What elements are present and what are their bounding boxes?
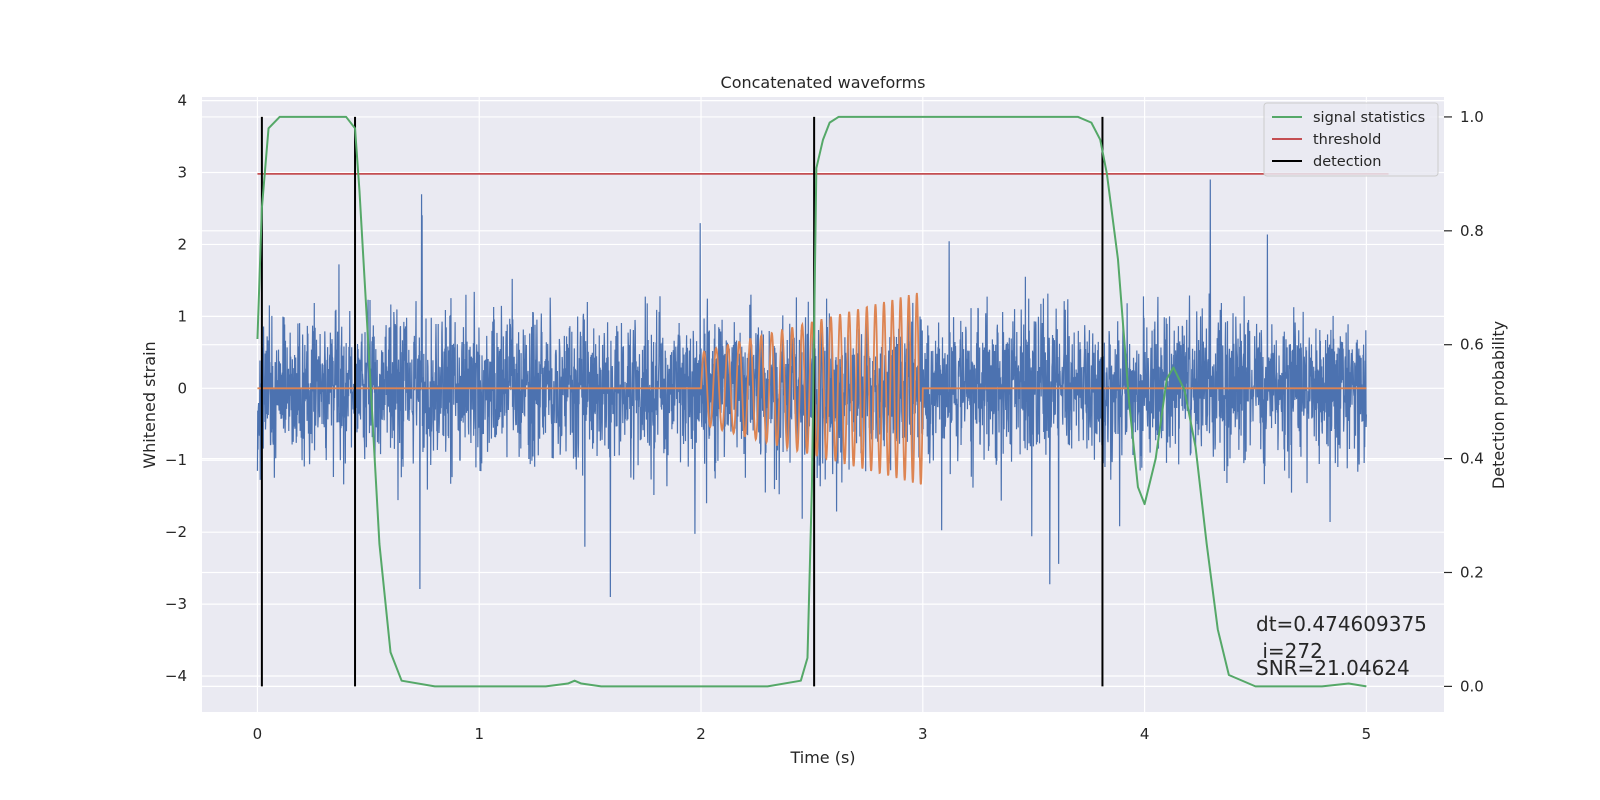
y-tick-label: −4 (165, 667, 187, 685)
y2-tick-label: 0.2 (1460, 563, 1484, 581)
x-tick-label: 5 (1362, 725, 1372, 743)
injection-series-line (257, 292, 1367, 485)
y2-tick-label: 0.8 (1460, 222, 1484, 240)
x-tick-label: 2 (696, 725, 706, 743)
legend-box (1263, 102, 1439, 177)
tick-labels: 0 1 2 3 4 5 4 3 2 1 0 −1 −2 −3 −4 1.0 0.8 0.6 0.4 0.2 0.0 (165, 92, 1484, 743)
y2-tick-label: 0.4 (1460, 450, 1484, 468)
y2-tick-label: 0.0 (1460, 677, 1484, 695)
legend-label-threshold: threshold (1313, 132, 1381, 148)
series-layer (256, 115, 1389, 688)
y-tick-label: 1 (177, 307, 187, 325)
annotation-snr: SNR=21.04624 (1256, 656, 1410, 680)
x-tick-label: 0 (253, 725, 263, 743)
y-axis-label: Whitened strain (140, 341, 159, 468)
x-axis-label: Time (s) (789, 748, 855, 767)
annotation-dt: dt=0.474609375 (1256, 612, 1427, 636)
x-tick-label: 4 (1140, 725, 1150, 743)
signal-statistics-line (256, 115, 1367, 688)
x-tick-label: 1 (474, 725, 484, 743)
y-tick-label: 0 (177, 379, 187, 397)
y-tick-label: 3 (177, 164, 187, 182)
annotation-i: i=272 (1256, 639, 1323, 663)
legend-label-detection: detection (1313, 154, 1381, 170)
legend-label-signal-statistics: signal statistics (1313, 110, 1425, 126)
y-tick-label: −1 (165, 451, 187, 469)
y-tick-label: 4 (177, 92, 187, 110)
strain-series-line (256, 179, 1367, 598)
x-tick-label: 3 (918, 725, 928, 743)
y-tick-label: 2 (177, 235, 187, 253)
legend: signal statistics threshold detection (1263, 102, 1439, 177)
y2-axis-label: Detection probability (1489, 321, 1508, 489)
chart-title: Concatenated waveforms (721, 73, 926, 92)
y-tick-label: −2 (165, 523, 187, 541)
y2-tick-label: 1.0 (1460, 108, 1484, 126)
y-tick-label: −3 (165, 595, 187, 613)
y2-tick-label: 0.6 (1460, 336, 1484, 354)
